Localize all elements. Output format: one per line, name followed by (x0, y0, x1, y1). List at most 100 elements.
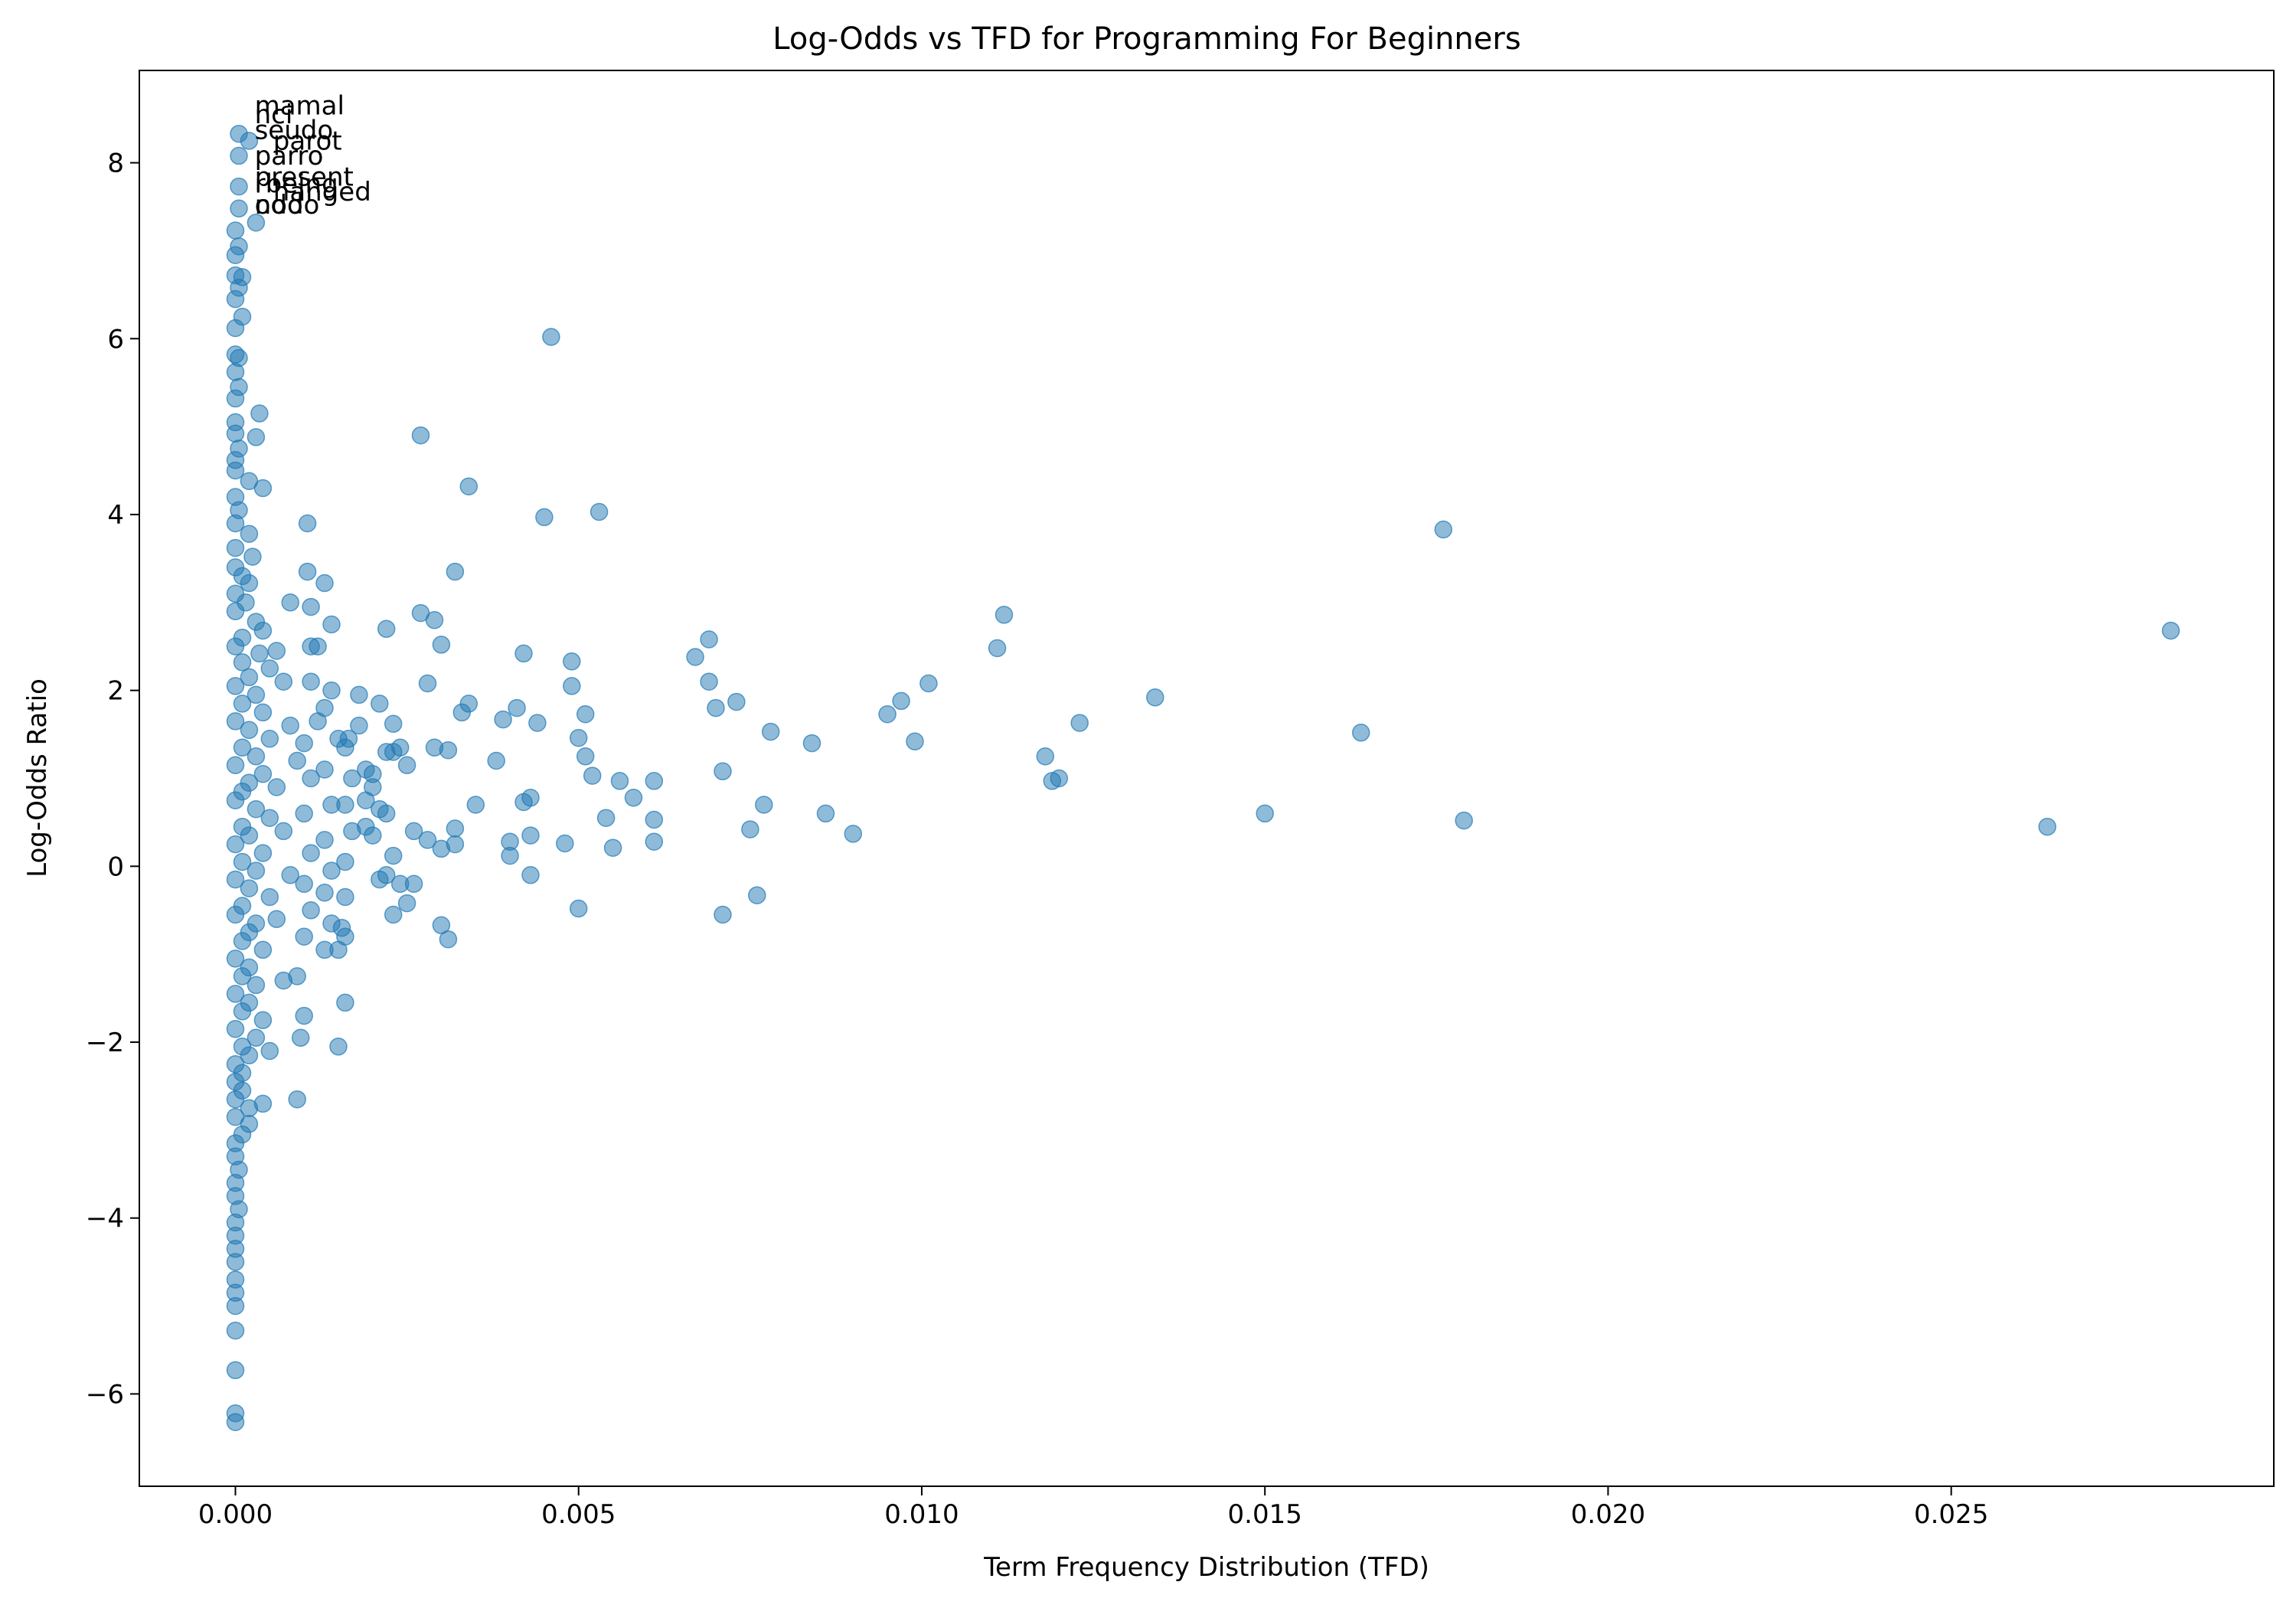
data-point (302, 844, 320, 862)
data-point (226, 677, 245, 695)
data-point (350, 685, 368, 704)
data-point (590, 502, 609, 521)
data-point (302, 672, 320, 691)
data-point (432, 636, 451, 654)
data-point (247, 799, 266, 819)
data-point (240, 1046, 259, 1065)
data-point (267, 910, 286, 929)
data-point (714, 905, 732, 924)
data-point (645, 772, 664, 790)
data-point (2038, 817, 2056, 836)
data-point (226, 791, 245, 809)
data-point (253, 844, 273, 862)
data-point (988, 639, 1007, 658)
data-point (707, 698, 725, 717)
data-point (295, 874, 313, 894)
data-point (226, 905, 245, 924)
data-point (556, 834, 574, 853)
data-point (336, 796, 354, 814)
data-point (906, 732, 924, 751)
data-point (700, 630, 718, 649)
data-point (302, 597, 320, 616)
data-point (336, 887, 354, 907)
annotation-label: parro (255, 141, 324, 172)
data-point (243, 547, 262, 566)
data-point (2161, 621, 2180, 640)
data-point (439, 740, 458, 760)
x-axis-label: Term Frequency Distribution (TFD) (983, 1552, 1429, 1583)
data-point (226, 424, 245, 443)
data-point (253, 765, 273, 783)
data-point (274, 672, 293, 691)
data-point (247, 685, 266, 704)
data-point (459, 477, 478, 495)
data-point (274, 822, 293, 841)
data-point (596, 809, 616, 827)
data-point (364, 765, 382, 783)
data-point (226, 835, 245, 854)
data-point (226, 363, 245, 381)
data-point (1351, 724, 1370, 742)
data-point (226, 1361, 245, 1380)
data-point (240, 826, 259, 845)
data-point (994, 606, 1014, 624)
y-axis-label: Log-Odds Ratio (22, 678, 53, 878)
data-point (260, 730, 279, 748)
plot-area-frame (139, 70, 2275, 1487)
data-point (521, 866, 540, 884)
data-point (295, 804, 313, 823)
data-point (645, 832, 664, 851)
data-point (230, 199, 248, 218)
data-point (288, 967, 306, 985)
data-point (418, 831, 437, 849)
data-point (1050, 769, 1069, 788)
data-point (418, 674, 437, 693)
data-point (569, 728, 588, 747)
data-point (247, 976, 266, 995)
annotation-label: parot (273, 126, 342, 156)
y-tick-label: 8 (107, 149, 124, 179)
y-axis-ticks: −6 −4 −2 0 2 4 6 8 (86, 149, 139, 1410)
data-point (315, 574, 334, 593)
data-point (226, 1321, 245, 1340)
data-point (514, 644, 533, 663)
data-point (439, 930, 458, 949)
data-point (761, 722, 780, 741)
data-point (892, 691, 910, 711)
x-tick-label: 0.005 (541, 1499, 616, 1530)
data-point (253, 479, 273, 498)
data-point (226, 1090, 245, 1109)
data-point (226, 985, 245, 1003)
data-point (226, 1296, 245, 1315)
data-point (260, 887, 279, 907)
data-point (250, 644, 269, 663)
data-point (741, 820, 759, 838)
data-point (371, 695, 389, 713)
data-point (919, 674, 938, 693)
data-point (446, 819, 465, 838)
data-point (521, 826, 540, 845)
data-point (377, 866, 396, 884)
data-point (253, 1094, 273, 1113)
data-point (253, 621, 273, 640)
data-point (487, 751, 505, 770)
data-point (295, 734, 313, 753)
data-point (298, 562, 317, 581)
data-point (397, 894, 416, 913)
data-point (267, 642, 286, 660)
data-point (686, 648, 704, 666)
data-point (281, 866, 299, 884)
data-point (230, 177, 248, 196)
data-point (233, 932, 252, 950)
data-point (315, 884, 334, 902)
data-point (230, 146, 248, 165)
data-point (569, 899, 588, 918)
data-point (226, 538, 245, 557)
x-axis-ticks: 0.000 0.005 0.010 0.015 0.020 0.025 (198, 1486, 1988, 1530)
data-point (253, 703, 273, 722)
data-point (226, 1413, 245, 1431)
data-point (446, 835, 465, 854)
data-point (233, 852, 252, 871)
x-tick-label: 0.025 (1914, 1499, 1988, 1530)
data-point (247, 1028, 266, 1047)
